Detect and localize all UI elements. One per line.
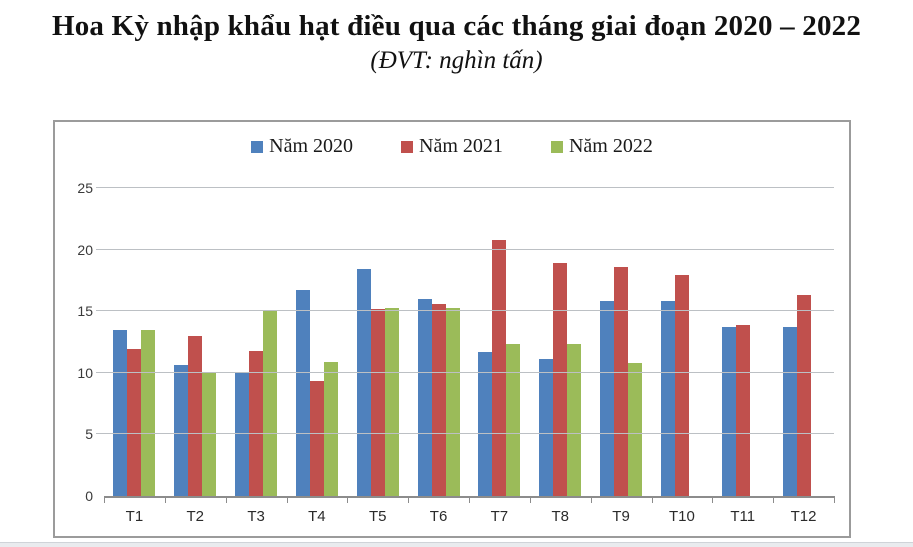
legend-label: Năm 2020 <box>269 135 354 157</box>
y-tick-label: 5 <box>85 426 93 443</box>
bar <box>445 307 460 496</box>
bar <box>249 350 264 496</box>
bar <box>782 327 797 496</box>
bar <box>796 295 811 496</box>
x-tick-mark <box>408 496 410 503</box>
bars-row <box>104 188 834 496</box>
bar-group <box>530 188 591 496</box>
bar-group <box>712 188 773 496</box>
bar <box>370 308 385 496</box>
y-tick-label: 15 <box>77 303 93 320</box>
x-tick-mark <box>225 496 227 503</box>
bar <box>506 344 521 496</box>
x-tick-mark <box>347 496 349 503</box>
bar <box>141 329 156 496</box>
bottom-strip <box>0 542 913 547</box>
x-tick-label: T10 <box>668 508 695 525</box>
bar <box>127 349 142 496</box>
x-tick-label: T8 <box>551 508 569 525</box>
x-axis: T1 T2 T3 T4 T5 T6 T7 T8 T9 T10 T11 T12 <box>104 508 834 525</box>
bar <box>567 344 582 496</box>
bar-group <box>347 188 408 496</box>
bar <box>628 362 643 496</box>
x-tick-mark <box>773 496 775 503</box>
bar-group <box>773 188 834 496</box>
legend-item: Năm 2022 <box>550 135 653 158</box>
legend-swatch-icon <box>550 140 563 153</box>
chart-title: Hoa Kỳ nhập khẩu hạt điều qua các tháng … <box>51 10 862 42</box>
x-tick-mark <box>834 496 835 503</box>
x-tick-label: T9 <box>612 508 630 525</box>
bar <box>492 239 507 496</box>
y-tick-label: 25 <box>77 180 93 196</box>
bar-group <box>165 188 226 496</box>
bar-group <box>651 188 712 496</box>
x-tick-mark <box>286 496 288 503</box>
x-tick-mark <box>164 496 166 503</box>
legend-label: Năm 2021 <box>419 135 503 157</box>
chart-subtitle: (ĐVT: nghìn tấn) <box>370 47 543 74</box>
bar <box>174 365 189 496</box>
bar <box>323 361 338 496</box>
y-tick-label: 20 <box>77 241 93 258</box>
x-tick-label: T5 <box>368 508 387 525</box>
bar <box>309 381 324 496</box>
y-tick-label: 10 <box>77 364 93 381</box>
x-tick-mark <box>104 496 105 503</box>
x-tick-label: T4 <box>308 508 326 525</box>
legend-item: Năm 2020 <box>251 135 353 158</box>
bar-group <box>226 188 287 496</box>
legend-item: Năm 2021 <box>401 135 503 158</box>
gridline <box>96 248 834 250</box>
x-tick-label: T11 <box>730 508 756 525</box>
bar-group <box>286 188 347 496</box>
bar <box>614 266 629 496</box>
legend-swatch-icon <box>251 140 264 153</box>
x-tick-mark <box>651 496 653 503</box>
bar <box>660 301 675 496</box>
bar <box>384 307 399 496</box>
x-tick-mark <box>469 496 470 503</box>
bar <box>721 327 736 496</box>
x-tick-label: T7 <box>490 508 509 525</box>
bar <box>539 359 554 496</box>
x-tick-label: T12 <box>790 508 817 525</box>
bar <box>417 298 432 496</box>
x-tick-mark <box>590 496 592 503</box>
gridline <box>96 187 834 188</box>
bar <box>188 335 203 496</box>
x-tick-label: T6 <box>429 508 448 525</box>
gridline <box>96 371 834 373</box>
x-tick-mark <box>712 496 714 503</box>
bar-group <box>469 188 530 496</box>
y-tick-label: 0 <box>85 488 93 504</box>
bar <box>478 351 493 496</box>
chart-box: Năm 2020 Năm 2021 Năm 2022 0 5 10 15 20 25 T1 T2… <box>53 120 851 538</box>
chart-legend: Năm 2020 Năm 2021 Năm 2022 <box>55 135 849 158</box>
bar-group <box>408 188 469 496</box>
x-tick-label: T1 <box>125 508 144 525</box>
bar-group <box>591 188 652 496</box>
bar <box>674 275 689 496</box>
bar-group <box>104 188 165 496</box>
x-tick-label: T3 <box>247 508 265 525</box>
x-tick-label: T2 <box>186 508 204 525</box>
legend-label: Năm 2022 <box>568 135 653 157</box>
bar <box>553 263 568 496</box>
gridline <box>96 310 834 312</box>
bar <box>295 290 310 496</box>
legend-swatch-icon <box>401 140 414 153</box>
gridline <box>96 433 834 435</box>
bar <box>356 269 371 496</box>
plot-area <box>96 187 835 503</box>
bar <box>431 303 446 496</box>
bar <box>735 324 750 496</box>
y-axis: 0 5 10 15 20 25 <box>55 181 97 503</box>
bar <box>113 329 128 496</box>
bar <box>600 301 615 496</box>
bar <box>263 311 278 496</box>
x-tick-mark <box>529 496 531 503</box>
